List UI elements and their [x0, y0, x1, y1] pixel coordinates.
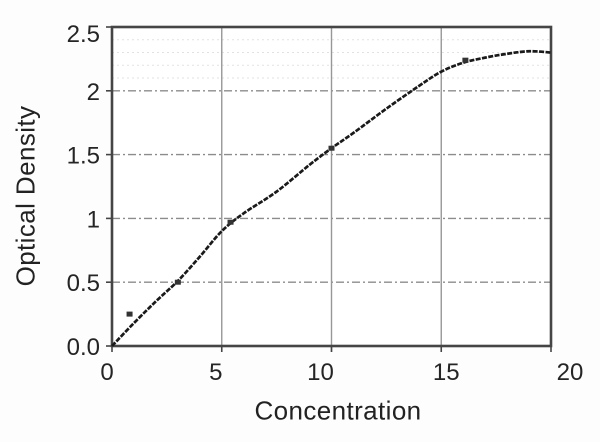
x-axis-title: Concentration	[254, 395, 422, 426]
data-point-marker	[462, 57, 469, 63]
x-tick-label: 5	[209, 359, 222, 386]
y-tick-label: 1.5	[67, 143, 100, 170]
data-point-marker	[174, 279, 181, 285]
x-tick-label: 0	[100, 359, 113, 386]
plot-border	[110, 25, 553, 348]
data-point-marker	[126, 311, 133, 317]
y-tick-label: 2	[87, 79, 100, 106]
x-tick-label: 10	[307, 359, 334, 386]
y-tick-label: 1	[87, 206, 100, 233]
data-point-marker	[227, 219, 234, 225]
x-tick-label: 15	[433, 359, 460, 386]
y-tick-label: 2.5	[67, 21, 100, 48]
y-tick-label: 0.0	[67, 334, 100, 361]
y-tick-label: 0.5	[67, 270, 100, 297]
y-axis-title: Optical Density	[10, 105, 41, 287]
data-point-marker	[328, 145, 335, 151]
x-tick-label: 20	[557, 359, 584, 386]
